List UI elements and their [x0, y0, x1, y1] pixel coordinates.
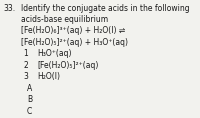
Text: 33.: 33. — [3, 4, 15, 13]
Text: [Fe(H₂O)₅]²⁺(aq): [Fe(H₂O)₅]²⁺(aq) — [37, 61, 98, 70]
Text: Identify the conjugate acids in the following: Identify the conjugate acids in the foll… — [21, 4, 190, 13]
Text: [Fe(H₂O)₅]²⁺(aq) + H₃O⁺(aq): [Fe(H₂O)₅]²⁺(aq) + H₃O⁺(aq) — [21, 38, 128, 47]
Text: acids-base equilibrium: acids-base equilibrium — [21, 15, 108, 24]
Text: 3: 3 — [23, 72, 28, 81]
Text: C: C — [27, 107, 32, 116]
Text: H₂O(l): H₂O(l) — [37, 72, 60, 81]
Text: [Fe(H₂O)₆]³⁺(aq) + H₂O(l) ⇌: [Fe(H₂O)₆]³⁺(aq) + H₂O(l) ⇌ — [21, 26, 125, 35]
Text: H₃O⁺(aq): H₃O⁺(aq) — [37, 49, 72, 58]
Text: 2: 2 — [23, 61, 28, 70]
Text: B: B — [27, 95, 32, 104]
Text: A: A — [27, 84, 32, 93]
Text: 1: 1 — [23, 49, 28, 58]
